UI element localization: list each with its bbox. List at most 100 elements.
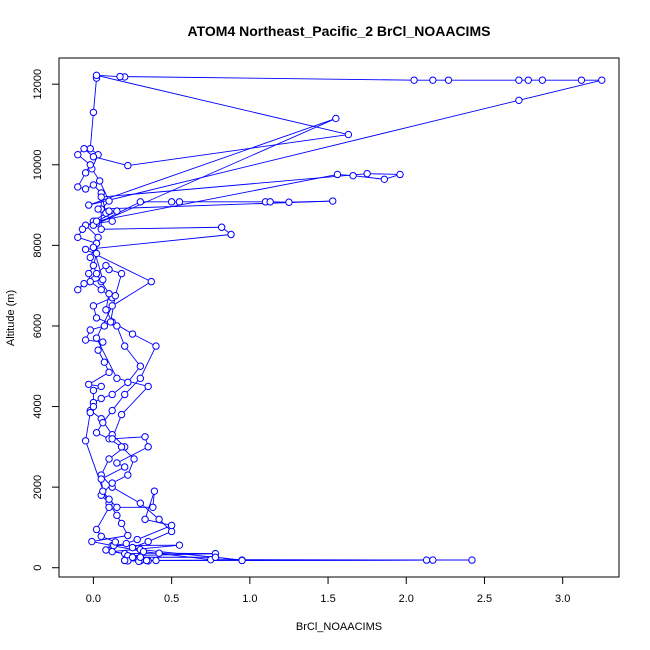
data-point <box>86 326 94 334</box>
data-point <box>130 455 138 463</box>
series-line-segment <box>124 345 141 367</box>
data-point <box>86 161 94 169</box>
data-point <box>80 144 88 153</box>
data-point <box>133 535 141 544</box>
series-line-segment <box>114 273 123 296</box>
data-point <box>97 193 105 201</box>
data-point <box>85 380 93 389</box>
data-point <box>155 515 163 524</box>
data-point <box>81 245 90 254</box>
data-point <box>124 378 132 387</box>
x-tick-label: 0.0 <box>86 593 101 605</box>
series-line-segment <box>101 173 368 198</box>
series-line-segment <box>124 378 141 395</box>
data-point <box>81 185 90 193</box>
series-line-segment <box>116 377 149 387</box>
series-line-segment <box>120 76 415 81</box>
y-axis: 0 2000 4000 6000 8000 10000 12000 <box>32 69 60 571</box>
data-point <box>105 290 113 298</box>
data-point <box>128 330 137 338</box>
data-point <box>410 76 418 84</box>
data-point <box>124 531 132 540</box>
data-point <box>128 553 137 561</box>
data-point <box>89 302 98 310</box>
series-line-segment <box>127 134 349 167</box>
data-point <box>113 322 121 330</box>
data-point <box>266 198 274 206</box>
series-line-segment <box>93 118 337 226</box>
data-point <box>363 169 371 178</box>
data-point <box>102 306 110 314</box>
data-point <box>105 368 113 377</box>
series-line-segment <box>96 305 113 339</box>
data-point <box>524 76 532 84</box>
data-point <box>105 207 113 215</box>
data-point <box>136 553 145 561</box>
data-point <box>86 408 94 417</box>
x-tick-label: 0.5 <box>164 593 179 605</box>
data-point <box>285 198 293 206</box>
y-tick-label: 10000 <box>32 149 44 180</box>
data-point <box>141 433 149 441</box>
data-point <box>150 487 159 495</box>
series-line-segment <box>85 412 91 441</box>
data-point <box>74 183 82 191</box>
series-line-segment <box>96 507 110 530</box>
data-point <box>95 177 104 185</box>
data-point <box>444 76 453 84</box>
data-point <box>89 153 98 161</box>
data-point <box>120 463 129 471</box>
data-point <box>141 515 149 524</box>
data-point <box>86 144 94 153</box>
data-point <box>128 543 137 552</box>
data-point <box>108 302 116 310</box>
data-point <box>92 525 101 534</box>
data-point <box>99 487 107 495</box>
data-point <box>468 556 476 564</box>
series-line-segment <box>98 200 333 210</box>
data-point <box>99 338 107 346</box>
series-line-segment <box>85 440 110 508</box>
data-point <box>97 225 105 233</box>
series-line-segment <box>111 281 152 307</box>
data-point <box>105 197 113 205</box>
data-point <box>108 406 116 415</box>
data-point <box>120 556 129 565</box>
series-line-segment <box>367 173 401 175</box>
data-point <box>116 72 124 81</box>
data-point <box>144 443 152 451</box>
data-point <box>211 553 220 561</box>
y-tick-label: 12000 <box>32 69 44 100</box>
data-point <box>515 76 523 84</box>
data-point <box>89 261 98 270</box>
data-point <box>113 374 121 383</box>
data-point <box>598 76 606 84</box>
series-line-segment <box>112 436 146 440</box>
data-point <box>78 225 87 233</box>
series-line-segment <box>101 466 125 480</box>
series-line-segment <box>85 234 232 250</box>
data-point <box>89 402 98 411</box>
series-line-segment <box>101 226 222 230</box>
data-point <box>89 181 98 189</box>
series-line-segment <box>88 371 110 385</box>
data-point <box>380 175 389 183</box>
data-point <box>422 556 431 564</box>
x-axis-label: BrCl_NOAACIMS <box>296 621 382 633</box>
data-point <box>108 390 116 399</box>
data-point <box>538 76 547 84</box>
data-point <box>97 394 105 403</box>
series-line-segment <box>121 386 149 415</box>
series-line-segment <box>99 180 110 202</box>
series-line-segment <box>139 345 157 379</box>
x-axis: 0.0 0.5 1.0 1.5 2.0 2.5 3.0 <box>86 576 570 605</box>
data-point <box>429 76 437 84</box>
x-tick-label: 2.0 <box>399 593 414 605</box>
data-point <box>332 114 340 123</box>
x-tick-label: 3.0 <box>555 593 570 605</box>
data-point <box>97 285 105 294</box>
data-point <box>120 390 129 399</box>
